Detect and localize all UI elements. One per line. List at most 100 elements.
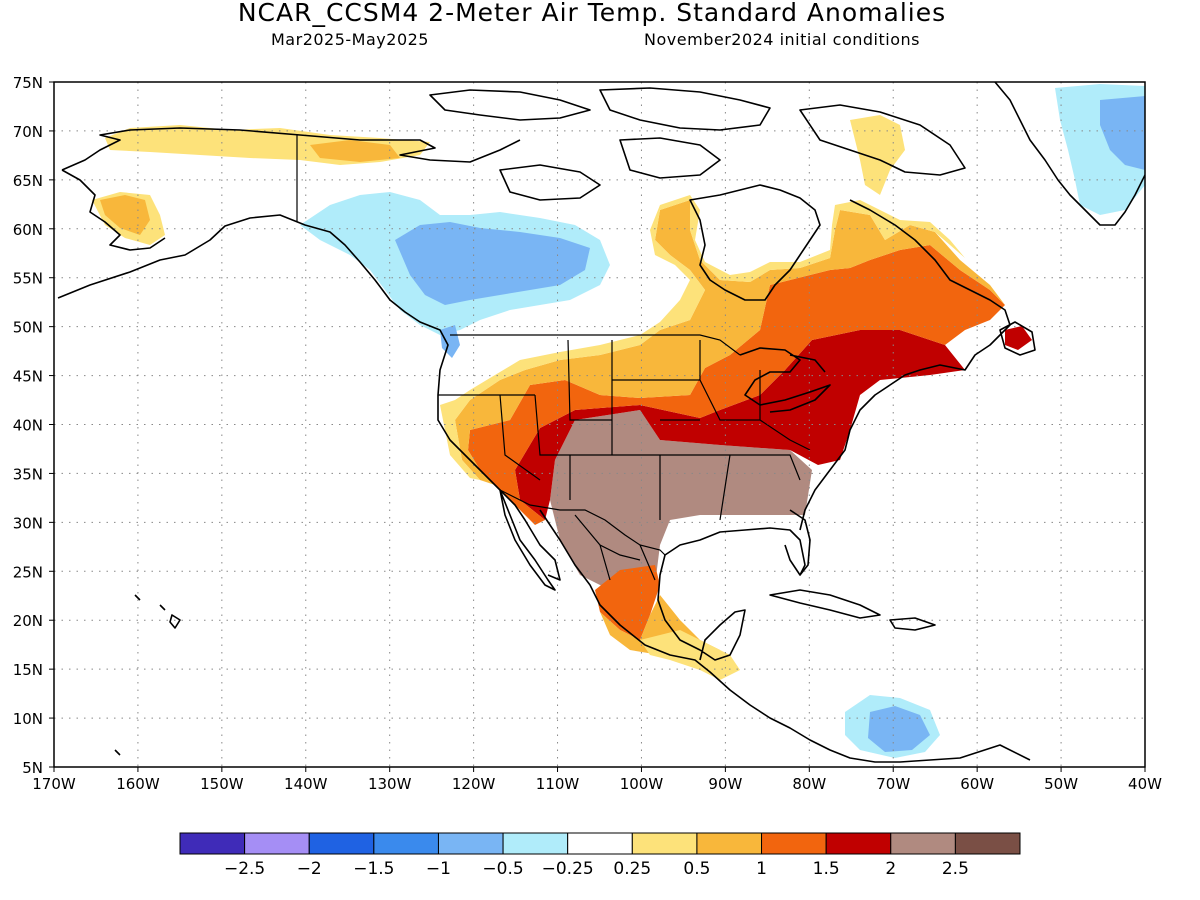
longitude-label: 100W [620,775,664,793]
longitude-label: 60W [960,775,994,793]
map-title: NCAR_CCSM4 2-Meter Air Temp. Standard An… [238,0,946,27]
colorbar-label: 0.5 [683,859,710,879]
colorbar-label: −2.5 [224,859,265,879]
colorbar-swatch [890,832,956,855]
anomaly-area-blue-carib [868,706,930,752]
longitude-label: 170W [32,775,76,793]
coastline-arctic-3 [619,137,721,179]
border-mexico-states [574,514,656,581]
colorbar-label: −0.5 [482,859,523,879]
coastlines [57,82,1145,763]
longitude-label: 40W [1128,775,1162,793]
latitude-label: 60N [13,221,43,239]
initial-conditions: November2024 initial conditions [644,30,920,49]
coastline-baja [499,489,556,591]
latitude-label: 25N [13,563,43,581]
longitude-label: 90W [708,775,742,793]
anomaly-area-blue-coast [440,325,460,358]
longitude-label: 70W [876,775,910,793]
colorbar-swatch [308,832,375,855]
border-us-mexico [499,489,666,556]
longitude-label: 130W [368,775,412,793]
anomaly-area-darkred [515,330,965,520]
latitude-label: 5N [22,759,43,777]
coastline-arctic-2 [599,87,771,131]
colorbar-label: 0.25 [613,859,651,879]
longitude-label: 140W [284,775,328,793]
latitude-labels: 75N 70N 65N 60N 55N 50N 45N 40N 35N 30N 25N 20N 15N 1… [13,74,54,777]
graticule [54,82,1145,767]
latitude-label: 70N [13,123,43,141]
colorbar-label: 2.5 [942,859,969,879]
colorbar-label: 1 [756,859,767,879]
coastline-east [799,199,1011,531]
great-lakes [739,347,831,413]
latitude-label: 75N [13,74,43,92]
coastline-hawaii [114,594,181,756]
anomaly-area-orange-north [310,140,400,162]
map-panel: 75N 70N 65N 60N 55N 50N 45N 40N 35N 30N 25N 20N 15N 1… [13,74,1162,793]
colorbar-label: 2 [885,859,896,879]
longitude-label: 50W [1044,775,1078,793]
colorbar-label: −0.25 [542,859,594,879]
border-states [438,339,811,521]
latitude-label: 20N [13,612,43,630]
colorbar-swatch [502,832,569,855]
colorbar-swatch [567,832,633,855]
anomaly-area-yellow-mx-south [640,630,740,680]
latitude-label: 50N [13,319,43,337]
coastline-alaska-south [57,214,561,581]
latitude-label: 10N [13,710,43,728]
colorbar-label: 1.5 [813,859,840,879]
colorbar-swatch [437,832,504,855]
longitude-label: 120W [452,775,496,793]
coastline-hispaniola [889,617,936,631]
latitude-label: 35N [13,465,43,483]
coastline-gulf [657,527,806,661]
colorbar-label: −2 [297,859,322,879]
coastline-cuba [769,589,881,619]
longitude-label: 80W [792,775,826,793]
coastline-arctic-4 [799,104,966,176]
longitude-labels: 170W 160W 150W 140W 130W 120W 110W 100W 90W 80W 70… [32,767,1162,793]
anomaly-shading [92,84,1145,758]
anomaly-area-blue [395,222,590,305]
coastline-arctic-5 [499,164,601,201]
latitude-label: 15N [13,661,43,679]
colorbar-label: −1 [426,859,451,879]
political-borders [296,135,811,581]
coastline-alaska [61,127,521,171]
colorbar-swatch [696,832,763,855]
anomaly-area-yellow [440,195,965,480]
latitude-label: 45N [13,368,43,386]
coastline-alaska-west [61,169,166,251]
border-us-canada [296,135,741,356]
coastline-florida [789,509,811,576]
latitude-label: 30N [13,514,43,532]
colorbar-swatch [954,832,1021,855]
anomaly-area-darkred-nf [1005,326,1032,350]
coastline-newfoundland [999,321,1036,356]
anomaly-area-orange-mx [595,565,660,640]
anomaly-area-blue-greenland [1100,96,1145,170]
longitude-label: 110W [536,775,580,793]
coastline-greenland [994,82,1145,226]
colorbar-swatch [761,832,827,855]
longitude-label: 160W [116,775,160,793]
anomaly-area-orange [468,245,1005,525]
latitude-label: 55N [13,270,43,288]
anomaly-area-lightorange [455,200,1005,485]
coastline-arctic-1 [429,89,591,121]
anomaly-area-yellow-arctic [850,115,905,195]
latitude-label: 40N [13,417,43,435]
latitude-label: 65N [13,172,43,190]
colorbar-swatch [179,832,246,855]
colorbar: −2.5 −2 −1.5 −1 −0.5 −0.25 0.25 0.5 1 1.5 2 2.5 [179,832,1021,879]
colorbar-swatch [244,832,310,855]
colorbar-swatch [825,832,892,855]
coastline-mexico [539,509,1031,763]
colorbar-label: −1.5 [353,859,394,879]
longitude-label: 150W [200,775,244,793]
colorbar-swatch [373,832,439,855]
